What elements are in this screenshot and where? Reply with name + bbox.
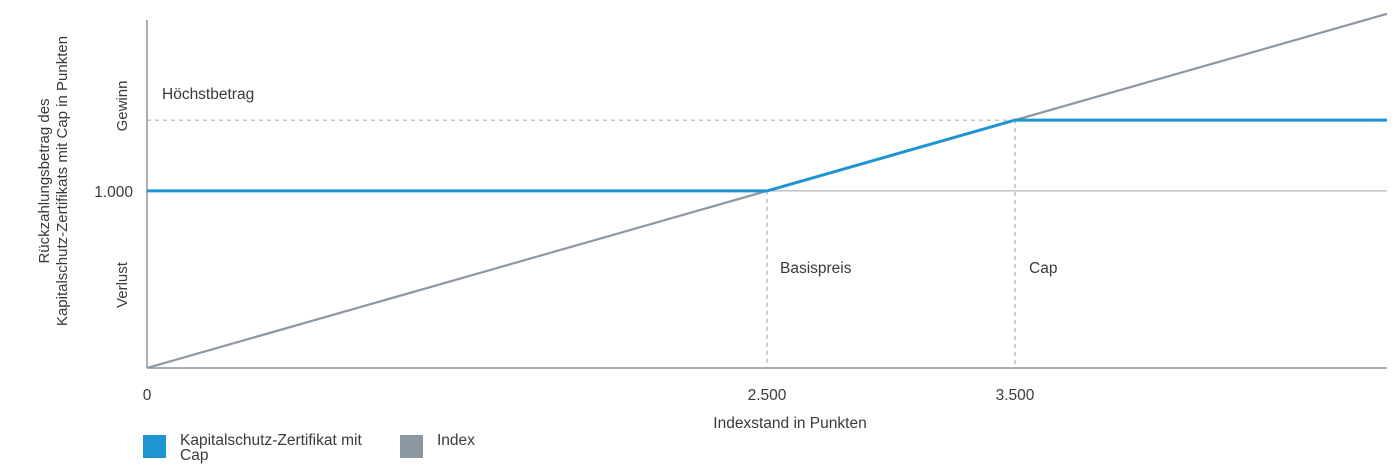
payoff-chart: 0 2.500 3.500 Indexstand in Punkten 1.000 Gew…: [36, 12, 1388, 432]
legend-item-index: Index: [400, 433, 475, 458]
axes: [146, 20, 1387, 369]
series-line-certificate: [147, 118, 1387, 193]
legend-label-index: Index: [437, 432, 475, 449]
y-axis-label-line2: Kapitalschutz-Zertifikats mit Cap in Pun…: [54, 36, 71, 326]
y-region-label-gain: Gewinn: [114, 81, 131, 132]
x-tick-label: 3.500: [996, 387, 1035, 404]
series-lines: [146, 12, 1388, 370]
legend-label-certificate: Kapitalschutz-Zertifikat mit Cap: [180, 432, 362, 464]
annotation-strike: Basispreis: [780, 260, 852, 277]
x-axis-label: Indexstand in Punkten: [713, 415, 866, 432]
y-region-label-loss: Verlust: [114, 261, 131, 308]
x-tick-label: 0: [143, 387, 152, 404]
y-tick-label: 1.000: [94, 184, 133, 201]
y-axis-label-line1: Rückzahlungsbetrag des: [36, 98, 53, 263]
annotation-cap: Cap: [1029, 260, 1057, 277]
legend-item-certificate: Kapitalschutz-Zertifikat mit Cap: [143, 433, 380, 463]
annotation-max-amount: Höchstbetrag: [162, 86, 254, 103]
guide-lines: [147, 119, 1387, 368]
legend-swatch-certificate: [143, 435, 166, 458]
x-tick-label: 2.500: [748, 387, 787, 404]
legend-swatch-index: [400, 435, 423, 458]
legend: Kapitalschutz-Zertifikat mit Cap Index: [0, 433, 1397, 471]
chart-labels: 0 2.500 3.500 Indexstand in Punkten 1.000 Gew…: [36, 36, 1057, 432]
